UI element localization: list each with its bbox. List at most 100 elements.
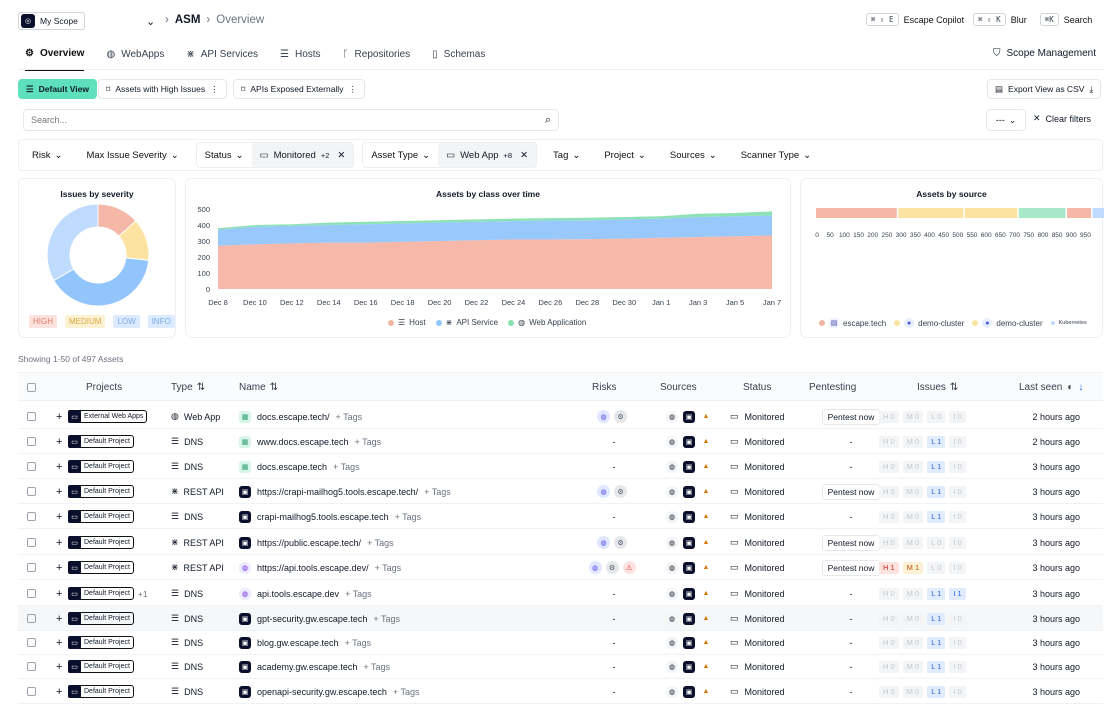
issue-pill[interactable]: H 0 (879, 612, 899, 625)
blur-button[interactable]: ⌘ ⇧ K Blur (973, 13, 1027, 26)
more-icon[interactable]: ⋮ (348, 83, 357, 94)
row-checkbox[interactable] (27, 412, 36, 421)
issue-pill[interactable]: L 1 (927, 612, 946, 625)
expand-icon[interactable]: + (56, 561, 63, 574)
expand-icon[interactable]: + (56, 636, 63, 649)
issue-pill[interactable]: L 1 (927, 587, 946, 600)
risk-icon[interactable]: ◍ (597, 410, 610, 423)
expand-icon[interactable]: + (56, 410, 63, 423)
clear-filters-button[interactable]: ✕ Clear filters (1033, 113, 1091, 124)
project-badge[interactable]: ▭ Default Project (68, 561, 134, 574)
pentest-now-button[interactable]: Pentest now (821, 483, 881, 500)
add-tag-button[interactable]: + Tags (354, 436, 382, 447)
issue-pill[interactable]: L 1 (927, 485, 946, 498)
tab-schemas[interactable]: ▯ Schemas (432, 49, 485, 70)
row-checkbox[interactable] (27, 563, 36, 572)
add-tag-button[interactable]: + Tags (373, 613, 400, 624)
legend-kubernetes[interactable]: Kubernetes (1050, 320, 1087, 326)
issue-pill[interactable]: I 0 (949, 435, 966, 448)
project-badge[interactable]: ▭ Default Project (68, 685, 134, 698)
asset-name-link[interactable]: https://api.tools.escape.dev/ (257, 562, 369, 573)
issue-pill[interactable]: M 0 (902, 660, 924, 673)
issue-pill[interactable]: L 1 (927, 636, 946, 649)
risk-icon[interactable]: ⚙ (614, 536, 627, 549)
issue-pill[interactable]: M 0 (902, 685, 924, 698)
issue-pill[interactable]: I 0 (949, 660, 966, 673)
view-select[interactable]: --- ⌄ (986, 109, 1026, 131)
issue-pill[interactable]: H 0 (879, 410, 899, 423)
add-tag-button[interactable]: + Tags (392, 686, 420, 697)
issue-pill[interactable]: L 1 (927, 685, 946, 698)
legend-escape-tech[interactable]: ▤ escape.tech (819, 318, 886, 328)
table-row[interactable]: + ▭ Default Project ⋇ REST API ▣ https://publi… (18, 530, 1103, 555)
asset-name-link[interactable]: https://crapi-mailhog5.tools.escape.tech… (257, 486, 419, 497)
add-tag-button[interactable]: + Tags (394, 511, 422, 522)
issue-pill[interactable]: M 0 (902, 510, 924, 523)
risk-icon[interactable]: ⚙ (614, 485, 627, 498)
add-tag-button[interactable]: + Tags (367, 537, 394, 548)
asset-name-link[interactable]: openapi-security.gw.escape.tech (257, 686, 387, 697)
tab-hosts[interactable]: ☰ Hosts (280, 49, 321, 70)
project-badge[interactable]: ▭ Default Project (68, 435, 134, 448)
source-bar-segment[interactable] (1092, 208, 1104, 218)
project-more[interactable]: +1 (137, 588, 148, 599)
issue-pill[interactable]: H 0 (879, 685, 899, 698)
legend-low[interactable]: LOW (113, 315, 140, 328)
add-tag-button[interactable]: + Tags (345, 588, 372, 599)
expand-icon[interactable]: + (56, 435, 63, 448)
asset-name-link[interactable]: academy.gw.escape.tech (257, 661, 358, 672)
row-checkbox[interactable] (27, 662, 36, 671)
project-badge[interactable]: ▭ External Web Apps (68, 410, 148, 423)
table-row[interactable]: + ▭ Default Project ☰ DNS ▣ academy.gw.escape.… (18, 654, 1103, 679)
asset-name-link[interactable]: www.docs.escape.tech (257, 436, 349, 447)
row-checkbox[interactable] (27, 614, 36, 623)
asset-type-chip[interactable]: ▭ Web App +8 ✕ (438, 143, 537, 167)
export-csv-button[interactable]: ▤ Export View as CSV ⤓ (987, 79, 1102, 99)
table-row[interactable]: + ▭ Default Project ☰ DNS ▣ gpt-security.gw.es… (18, 606, 1103, 631)
col-pentesting[interactable]: Pentesting (809, 382, 857, 393)
pentest-now-button[interactable]: Pentest now (821, 408, 881, 425)
risk-icon[interactable]: ◍ (588, 561, 602, 574)
col-type[interactable]: Type ⇅ (171, 373, 205, 402)
pentest-now-button[interactable]: Pentest now (821, 559, 881, 576)
asset-name-link[interactable]: blog.gw.escape.tech (257, 637, 339, 648)
issue-pill[interactable]: I 0 (949, 536, 966, 549)
table-row[interactable]: + ▭ Default Project ☰ DNS ▣ crapi-mailhog5.too… (18, 504, 1103, 529)
add-tag-button[interactable]: + Tags (363, 661, 391, 672)
issue-pill[interactable]: M 0 (902, 460, 924, 473)
issue-pill[interactable]: M 0 (902, 612, 924, 625)
search-input[interactable] (31, 115, 511, 125)
view-high-issues-button[interactable]: ⌑ Assets with High Issues ⋮ (98, 79, 227, 99)
project-badge[interactable]: ▭ Default Project (68, 536, 134, 549)
add-tag-button[interactable]: + Tags (344, 637, 372, 648)
expand-icon[interactable]: + (56, 587, 63, 600)
issue-pill[interactable]: I 0 (949, 612, 966, 625)
asset-name-link[interactable]: docs.escape.tech/ (257, 411, 330, 422)
expand-icon[interactable]: + (56, 510, 63, 523)
risk-icon[interactable]: ⚙ (605, 561, 619, 574)
scope-selector[interactable]: ◎ My Scope (18, 12, 85, 30)
issue-pill[interactable]: L 1 (927, 660, 946, 673)
risk-icon[interactable]: ⚠ (622, 561, 636, 574)
issue-pill[interactable]: L 1 (927, 435, 946, 448)
select-all-checkbox[interactable] (27, 383, 36, 392)
issue-pill[interactable]: I 0 (949, 485, 966, 498)
col-name[interactable]: Name ⇅ (239, 373, 278, 402)
asset-name-link[interactable]: https://public.escape.tech/ (257, 537, 362, 548)
legend-demo-cluster[interactable]: ● demo-cluster (894, 318, 964, 328)
tag-filter[interactable]: Tag ⌄ (545, 143, 588, 167)
close-icon[interactable]: ✕ (520, 149, 529, 161)
source-bar-segment[interactable] (964, 208, 1018, 218)
issue-pill[interactable]: H 0 (879, 435, 899, 448)
table-row[interactable]: + ▭ Default Project ☰ DNS ▦ www.docs.escape.te… (18, 429, 1103, 454)
status-chip[interactable]: ▭ Monitored +2 ✕ (251, 143, 354, 167)
col-risks[interactable]: Risks (592, 382, 617, 393)
add-tag-button[interactable]: + Tags (333, 461, 360, 472)
table-row[interactable]: + ▭ Default Project ☰ DNS ▣ blog.gw.escape.tec… (18, 630, 1103, 655)
close-icon[interactable]: ✕ (337, 149, 346, 161)
issue-pill[interactable]: M 0 (902, 587, 924, 600)
project-badge[interactable]: ▭ Default Project (68, 660, 134, 673)
asset-type-filter[interactable]: Asset Type ⌄ (363, 143, 438, 167)
row-checkbox[interactable] (27, 512, 36, 521)
tab-repositories[interactable]: ᚴ Repositories (343, 49, 411, 70)
